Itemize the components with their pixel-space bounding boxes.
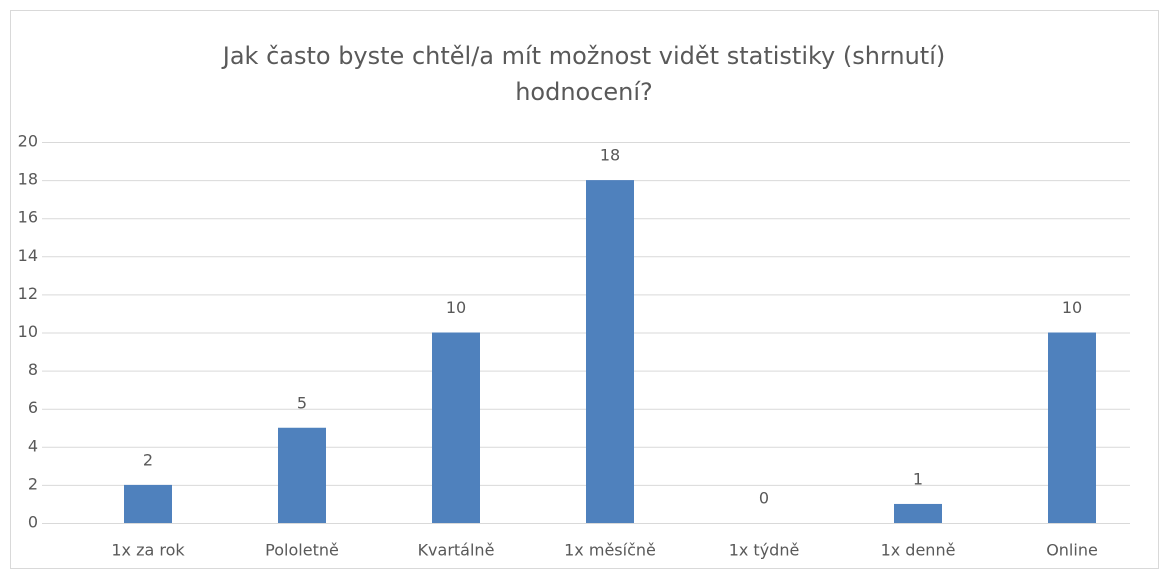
x-tick-label: 1x týdně: [729, 541, 800, 560]
y-tick-label: 8: [28, 360, 38, 379]
bar: [278, 427, 326, 523]
bar: [124, 484, 172, 523]
x-tick-label: Kvartálně: [418, 541, 495, 560]
x-tick-label: 1x měsíčně: [564, 541, 656, 560]
y-tick-label: 12: [18, 284, 38, 303]
y-tick-label: 0: [28, 513, 38, 532]
x-tick-label: Pololetně: [265, 541, 339, 560]
data-label: 2: [143, 450, 153, 469]
y-tick-label: 4: [28, 436, 38, 455]
data-label: 10: [446, 298, 466, 317]
y-tick-label: 18: [18, 170, 38, 189]
x-tick-label: Online: [1046, 541, 1098, 560]
data-label: 0: [759, 489, 769, 508]
data-label: 1: [913, 469, 923, 488]
x-tick-label: 1x za rok: [111, 541, 185, 560]
data-label: 5: [297, 393, 307, 412]
bar: [894, 503, 942, 523]
data-label: 10: [1062, 298, 1082, 317]
y-tick-label: 20: [18, 132, 38, 151]
y-tick-label: 6: [28, 398, 38, 417]
y-tick-label: 16: [18, 208, 38, 227]
bar: [432, 332, 480, 523]
data-label: 18: [600, 146, 620, 165]
bar: [1048, 332, 1096, 523]
y-tick-label: 2: [28, 474, 38, 493]
chart-border: [10, 10, 1159, 569]
chart-title: Jak často byste chtěl/a mít možnost vidě…: [222, 42, 946, 106]
y-tick-label: 10: [18, 322, 38, 341]
x-tick-label: 1x denně: [881, 541, 956, 560]
y-tick-label: 14: [18, 246, 38, 265]
bar: [586, 180, 634, 523]
